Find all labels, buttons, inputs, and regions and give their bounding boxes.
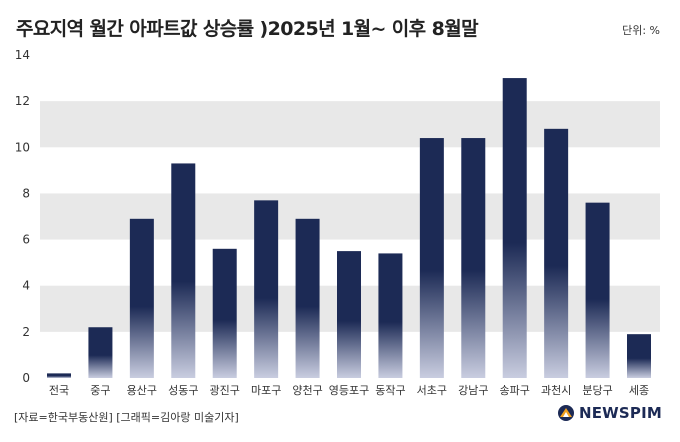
x-category-label: 과천시 bbox=[541, 383, 571, 397]
bar bbox=[585, 202, 610, 378]
bar bbox=[254, 200, 279, 378]
y-tick-label: 0 bbox=[22, 371, 30, 385]
x-category-label: 영등포구 bbox=[329, 384, 369, 397]
bar bbox=[544, 128, 569, 378]
x-category-label: 중구 bbox=[90, 384, 110, 397]
source-credit: [자료=한국부동산원] [그래픽=김아랑 미술기자] bbox=[14, 411, 239, 424]
bar bbox=[171, 163, 196, 378]
logo-text: NEWSPIM bbox=[578, 404, 662, 422]
bar bbox=[419, 138, 444, 378]
newspim-logo-icon bbox=[557, 405, 574, 421]
bar bbox=[461, 138, 486, 378]
bar bbox=[502, 78, 527, 379]
x-category-label: 마포구 bbox=[251, 384, 281, 397]
x-category-label: 양천구 bbox=[292, 383, 322, 397]
x-category-label: 용산구 bbox=[127, 384, 157, 397]
bar bbox=[627, 334, 651, 378]
y-tick-label: 4 bbox=[22, 279, 30, 293]
newspim-logo: NEWSPIM bbox=[557, 404, 662, 422]
x-category-label: 전국 bbox=[49, 384, 69, 397]
bar bbox=[337, 251, 361, 378]
unit-label: 단위: % bbox=[622, 24, 660, 37]
x-category-label: 동작구 bbox=[375, 384, 405, 397]
x-category-label: 강남구 bbox=[458, 384, 488, 397]
y-tick-label: 8 bbox=[22, 186, 30, 200]
bar bbox=[47, 373, 71, 378]
y-tick-label: 2 bbox=[22, 325, 30, 339]
x-category-label: 광진구 bbox=[210, 384, 240, 397]
y-tick-label: 6 bbox=[22, 233, 30, 247]
bar bbox=[378, 253, 403, 378]
x-category-label: 성동구 bbox=[168, 384, 198, 397]
bar bbox=[212, 248, 237, 378]
y-tick-label: 12 bbox=[15, 94, 30, 108]
bar bbox=[129, 218, 154, 378]
y-tick-label: 10 bbox=[15, 140, 30, 154]
x-category-label: 송파구 bbox=[500, 384, 530, 397]
x-category-label: 서초구 bbox=[417, 384, 447, 397]
chart-title: 주요지역 월간 아파트값 상승률 )2025년 1월~ 이후 8월말 bbox=[16, 18, 479, 40]
y-tick-label: 14 bbox=[15, 48, 30, 62]
bar bbox=[295, 218, 320, 378]
bar bbox=[88, 327, 113, 378]
x-category-label: 분당구 bbox=[582, 384, 612, 397]
x-category-label: 세종 bbox=[629, 384, 649, 397]
